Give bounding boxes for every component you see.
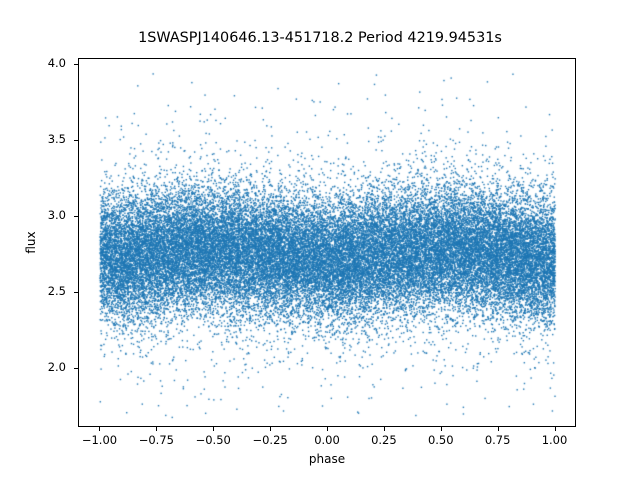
x-tick-mark xyxy=(554,427,556,431)
x-tick-mark xyxy=(327,427,328,431)
x-tick-mark xyxy=(99,427,101,431)
x-tick-mark xyxy=(213,427,215,431)
y-tick-mark xyxy=(74,215,78,217)
y-tick-label: 2.5 xyxy=(47,283,66,298)
x-tick-label: 0.25 xyxy=(371,433,397,447)
y-tick-label: 4.0 xyxy=(47,55,66,70)
x-tick-label: −0.50 xyxy=(195,433,231,447)
x-axis-label: phase xyxy=(308,452,346,466)
y-tick-mark xyxy=(74,63,78,65)
y-tick-label: 3.0 xyxy=(47,207,66,222)
x-tick-label: 0.75 xyxy=(484,433,511,447)
x-tick-label: −0.25 xyxy=(252,433,288,447)
y-axis-label: flux xyxy=(24,231,38,254)
x-tick-mark xyxy=(156,427,158,431)
y-tick-mark xyxy=(74,368,78,370)
x-tick-mark xyxy=(497,427,499,431)
x-tick-mark xyxy=(383,427,385,431)
plot-axes-area xyxy=(78,58,576,427)
x-tick-label: −1.00 xyxy=(81,433,118,447)
y-tick-mark xyxy=(74,291,78,293)
y-tick-label: 3.5 xyxy=(47,131,66,146)
x-tick-label: 1.00 xyxy=(541,433,568,447)
x-tick-label: 0.50 xyxy=(427,433,454,447)
y-tick-label: 2.0 xyxy=(47,360,66,375)
chart-title: 1SWASPJ140646.13-451718.2 Period 4219.94… xyxy=(138,30,502,46)
x-tick-label: −0.75 xyxy=(138,433,174,447)
x-tick-mark xyxy=(440,427,442,431)
y-tick-mark xyxy=(74,139,78,141)
scatter-plot-points xyxy=(79,59,575,426)
x-tick-label: 0.00 xyxy=(314,433,340,447)
x-tick-mark xyxy=(270,427,272,431)
